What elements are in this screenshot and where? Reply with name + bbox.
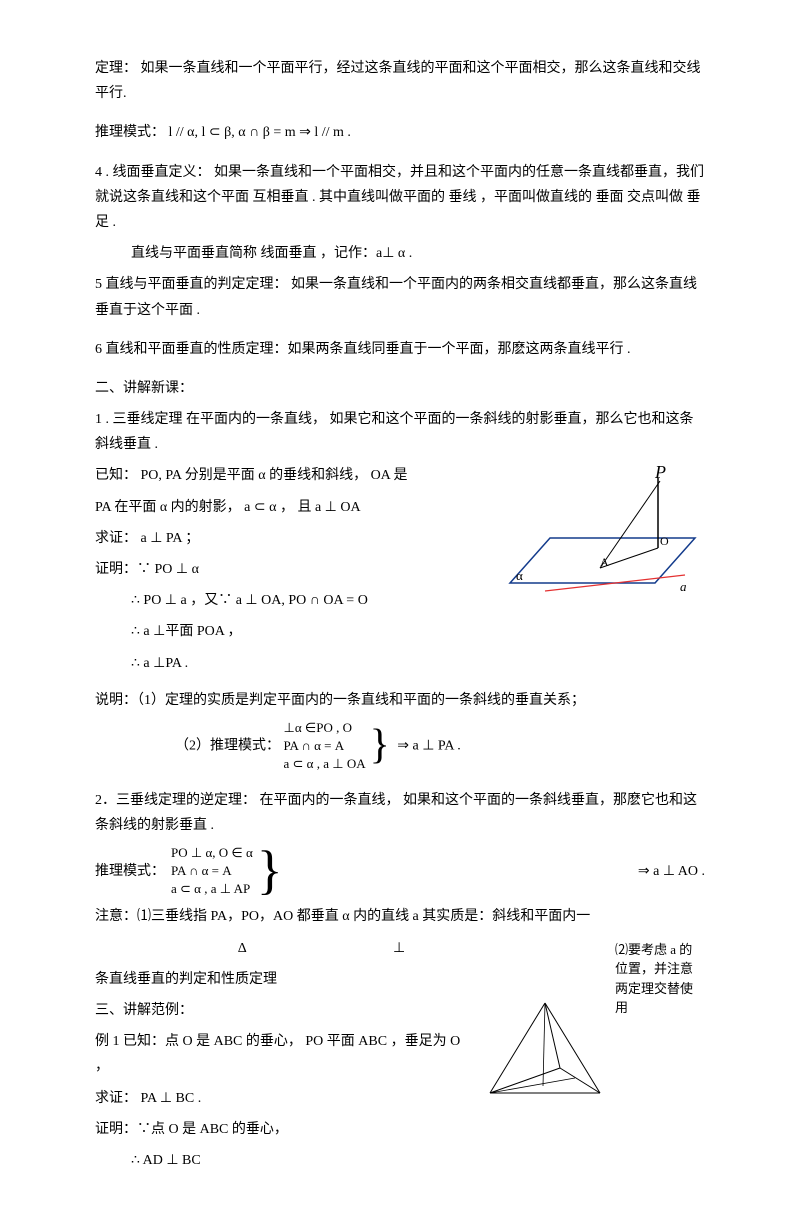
- line-PA: [600, 481, 660, 568]
- inference-mode-2: （2）推理模式： ⊥α ∈PO , O PA ∩ α = A a ⊂ α , a…: [95, 719, 705, 774]
- label: （2）推理模式：: [175, 738, 280, 753]
- formula: l // α, l ⊂ β, α ∩ β = m ⇒ l // m .: [169, 125, 351, 140]
- example-1-proof-2: ∴ AD ⊥ BC: [95, 1148, 705, 1173]
- conclusion: ⇒ a ⊥ PA .: [397, 738, 460, 753]
- brace-icon: }: [370, 729, 390, 763]
- explanation-1: 说明：（1）定理的实质是判定平面内的一条直线和平面的一条斜线的垂直关系；: [95, 688, 705, 713]
- proof-line-3: ∴ a ⊥平面 POA ，: [95, 619, 705, 644]
- section-2-heading: 二、讲解新课：: [95, 376, 705, 401]
- note-1-cont: Δ ⊥: [95, 936, 705, 961]
- notation: 直线与平面垂直简称 线面垂直 ，记作：a⊥ α .: [95, 241, 705, 266]
- brace-icon: }: [257, 852, 283, 890]
- premise-2: PA ∩ α = A: [171, 862, 253, 880]
- label-a: a: [680, 579, 687, 594]
- premise-stack: PO ⊥ α, O ∈ α PA ∩ α = A a ⊂ α , a ⊥ AP: [171, 844, 253, 899]
- premise-1: PO ⊥ α, O ∈ α: [171, 844, 253, 862]
- label-O: O: [660, 534, 669, 548]
- theorem-text: 定理： 如果一条直线和一个平面平行，经过这条直线的平面和这个平面相交，那么这条直…: [95, 56, 705, 106]
- inference-mode-1: 推理模式： l // α, l ⊂ β, α ∩ β = m ⇒ l // m …: [95, 120, 705, 145]
- example-1-proof-1: 证明：∵点 O 是 ABC 的垂心，: [95, 1117, 705, 1142]
- premise-3: a ⊂ α , a ⊥ AP: [171, 880, 253, 898]
- line-OA: [600, 548, 658, 568]
- label-A: A: [600, 555, 609, 569]
- label-P: P: [654, 463, 666, 482]
- delta-symbol: Δ: [238, 941, 246, 956]
- label-alpha: α: [516, 568, 523, 583]
- note-1-end: 条直线垂直的判定和性质定理: [95, 967, 705, 992]
- theorem-5: 5 直线与平面垂直的判定定理： 如果一条直线和一个平面内的两条相交直线都垂直，那…: [95, 272, 705, 322]
- theorem-3perp: 1 . 三垂线定理 在平面内的一条直线， 如果它和这个平面的一条斜线的射影垂直，…: [95, 407, 705, 457]
- bracket-group: PO ⊥ α, O ∈ α PA ∩ α = A a ⊂ α , a ⊥ AP …: [171, 844, 287, 899]
- label: 推理模式：: [95, 859, 165, 884]
- bracket-group: ⊥α ∈PO , O PA ∩ α = A a ⊂ α , a ⊥ OA }: [284, 719, 394, 774]
- inverse-theorem: 2．三垂线定理的逆定理： 在平面内的一条直线， 如果和这个平面的一条斜线垂直，那…: [95, 788, 705, 838]
- theorem-6: 6 直线和平面垂直的性质定理：如果两条直线同垂直于一个平面，那麽这两条直线平行 …: [95, 337, 705, 362]
- note-1: 注意：⑴三垂线指 PA，PO，AO 都垂直 α 内的直线 a 其实质是：斜线和平…: [95, 904, 705, 929]
- figure-plane-perp: P O A a α: [500, 463, 705, 603]
- premise-2: PA ∩ α = A: [284, 737, 366, 755]
- premise-stack: ⊥α ∈PO , O PA ∩ α = A a ⊂ α , a ⊥ OA: [284, 719, 366, 774]
- proof-line-4: ∴ a ⊥PA .: [95, 651, 705, 676]
- premise-1: ⊥α ∈PO , O: [284, 719, 366, 737]
- definition-4: 4 . 线面垂直定义： 如果一条直线和一个平面相交，并且和这个平面内的任意一条直…: [95, 160, 705, 236]
- perp-symbol: ⊥: [393, 941, 405, 956]
- inference-mode-3: 推理模式： PO ⊥ α, O ∈ α PA ∩ α = A a ⊂ α , a…: [95, 844, 705, 899]
- conclusion: ⇒ a ⊥ AO .: [638, 859, 705, 884]
- label: 推理模式：: [95, 125, 165, 140]
- side-note: ⑵要考虑 a 的位置，并注意两定理交替使用: [615, 940, 705, 1018]
- figure-tetrahedron: [475, 998, 615, 1113]
- premise-3: a ⊂ α , a ⊥ OA: [284, 755, 366, 773]
